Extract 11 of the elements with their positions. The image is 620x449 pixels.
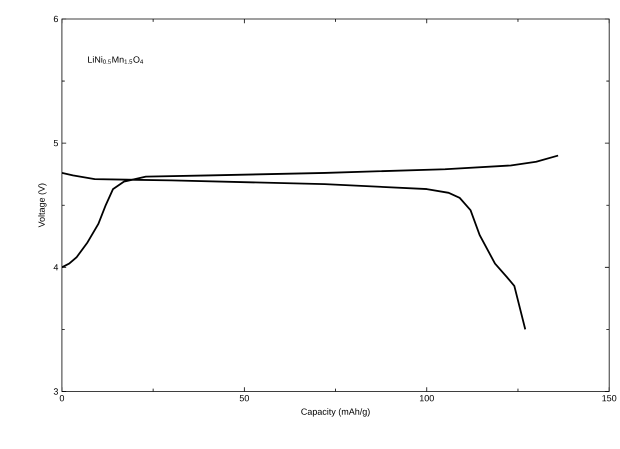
x-tick-label: 100 bbox=[420, 394, 434, 402]
x-tick-label: 150 bbox=[602, 394, 616, 402]
y-axis-title: Voltage (V) bbox=[38, 183, 47, 228]
y-tick-label: 6 bbox=[54, 16, 58, 22]
x-tick-label: 0 bbox=[60, 394, 64, 402]
x-axis-title: Capacity (mAh/g) bbox=[301, 408, 370, 416]
annotation: LiNi$_{0.5}$Mn$_{1.5}$O$_{4}$ bbox=[88, 56, 144, 64]
y-tick-label: 4 bbox=[54, 264, 58, 270]
y-tick-label: 3 bbox=[54, 388, 58, 394]
y-tick-label: 5 bbox=[54, 140, 58, 146]
x-tick-label: 50 bbox=[240, 394, 249, 402]
